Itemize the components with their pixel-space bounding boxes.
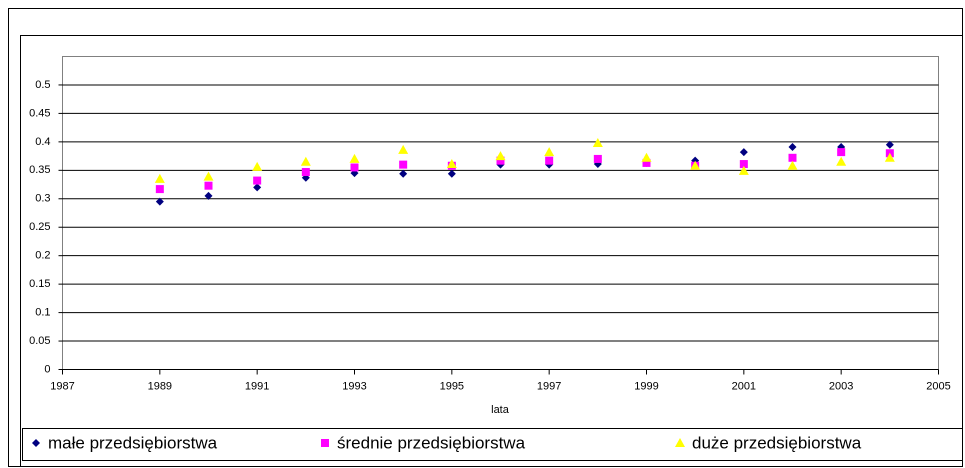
legend-item: średnie przedsiębiorstwa bbox=[321, 433, 526, 452]
x-tick-label: 2005 bbox=[926, 380, 950, 392]
point bbox=[739, 148, 748, 157]
y-tick-label: 0.45 bbox=[29, 107, 50, 119]
x-tick-label: 1991 bbox=[245, 380, 269, 392]
point bbox=[593, 154, 602, 163]
point bbox=[787, 160, 798, 170]
legend-marker bbox=[321, 439, 329, 447]
chart-frame bbox=[8, 8, 963, 467]
point bbox=[253, 176, 262, 185]
x-tick-label: 1993 bbox=[342, 380, 366, 392]
x-axis-label: lata bbox=[491, 404, 510, 416]
point bbox=[203, 171, 214, 181]
legend-box bbox=[22, 428, 963, 461]
point bbox=[592, 138, 603, 148]
point bbox=[496, 156, 505, 165]
x-tick-label: 2001 bbox=[732, 380, 756, 392]
point bbox=[253, 183, 262, 192]
x-tick-label: 1999 bbox=[634, 380, 658, 392]
y-tick-label: 0.35 bbox=[29, 164, 50, 176]
point bbox=[252, 161, 263, 171]
point bbox=[350, 163, 359, 172]
point bbox=[155, 185, 164, 194]
legend-label: duże przedsiębiorstwa bbox=[692, 433, 862, 452]
y-tick-label: 0.1 bbox=[35, 306, 50, 318]
point bbox=[446, 159, 457, 169]
point bbox=[204, 191, 213, 200]
legend-item: duże przedsiębiorstwa bbox=[675, 433, 862, 452]
x-tick-label: 1995 bbox=[440, 380, 464, 392]
point bbox=[788, 153, 797, 162]
legend-marker bbox=[675, 438, 685, 447]
point bbox=[836, 156, 847, 166]
point bbox=[495, 151, 506, 161]
point bbox=[399, 160, 408, 169]
point bbox=[155, 197, 164, 206]
point bbox=[641, 152, 652, 162]
point bbox=[447, 169, 456, 178]
y-tick-label: 0.4 bbox=[35, 136, 50, 148]
point bbox=[349, 153, 360, 163]
y-tick-label: 0.5 bbox=[35, 79, 50, 91]
y-tick-label: 0.15 bbox=[29, 278, 50, 290]
point bbox=[154, 173, 165, 183]
x-tick-label: 1997 bbox=[537, 380, 561, 392]
legend-marker bbox=[32, 439, 40, 447]
y-tick-label: 0.25 bbox=[29, 221, 50, 233]
point bbox=[398, 144, 409, 154]
point bbox=[301, 168, 310, 177]
legend-label: średnie przedsiębiorstwa bbox=[337, 433, 526, 452]
point bbox=[884, 152, 895, 162]
plot-area bbox=[62, 56, 939, 370]
y-tick-label: 0.3 bbox=[35, 193, 50, 205]
point bbox=[788, 142, 797, 151]
y-tick-label: 0 bbox=[44, 363, 50, 375]
x-tick-label: 1989 bbox=[148, 380, 172, 392]
point bbox=[204, 181, 213, 190]
point bbox=[739, 160, 748, 169]
point bbox=[399, 169, 408, 178]
point bbox=[642, 158, 651, 167]
point bbox=[885, 140, 894, 149]
point bbox=[837, 148, 846, 157]
y-tick-label: 0.2 bbox=[35, 250, 50, 262]
point bbox=[544, 147, 555, 157]
point bbox=[738, 165, 749, 175]
point bbox=[545, 156, 554, 165]
legend-item: małe przedsiębiorstwa bbox=[32, 433, 218, 452]
legend-label: małe przedsiębiorstwa bbox=[48, 433, 218, 452]
y-tick-label: 0.05 bbox=[29, 335, 50, 347]
point bbox=[690, 160, 701, 170]
x-tick-label: 2003 bbox=[829, 380, 853, 392]
point bbox=[300, 156, 311, 166]
chart-area bbox=[20, 35, 963, 467]
x-tick-label: 1987 bbox=[50, 380, 74, 392]
